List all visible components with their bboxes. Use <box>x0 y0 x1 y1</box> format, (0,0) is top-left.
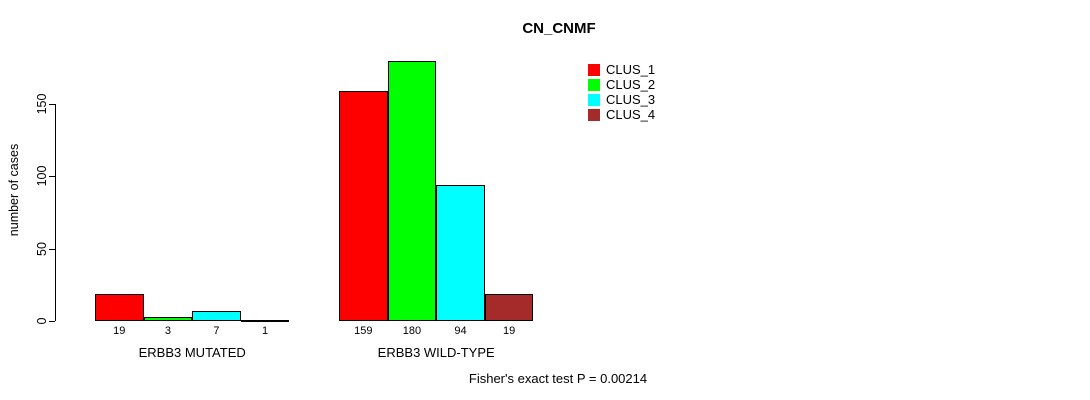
bar-value-label: 7 <box>213 325 220 337</box>
group-label-wildtype: ERBB3 WILD-TYPE <box>377 345 495 360</box>
chart-title: CN_CNMF <box>522 20 596 37</box>
y-tick-label: 50 <box>35 241 49 256</box>
bar-clus_4-mutated <box>240 319 290 322</box>
y-tick <box>49 321 55 322</box>
legend-swatch-icon <box>588 63 600 76</box>
legend-item-clus_3: CLUS_3 <box>588 92 655 107</box>
bar-clus_2-wildtype <box>387 60 437 321</box>
bar-value-label: 3 <box>164 325 171 337</box>
bar-clus_3-wildtype <box>436 185 485 321</box>
legend-label: CLUS_4 <box>606 107 656 122</box>
legend-item-clus_1: CLUS_1 <box>588 62 655 77</box>
y-tick-label: 150 <box>35 93 49 115</box>
bar-value-label: 180 <box>402 325 422 337</box>
footer-annotation: Fisher's exact test P = 0.00214 <box>468 371 648 386</box>
legend-swatch-icon <box>588 108 600 121</box>
legend-swatch-icon <box>588 93 600 106</box>
legend-item-clus_2: CLUS_2 <box>588 77 655 92</box>
legend-label: CLUS_2 <box>606 77 656 92</box>
legend-label: CLUS_3 <box>606 92 656 107</box>
group-label-mutated: ERBB3 MUTATED <box>138 345 246 360</box>
bar-value-label: 19 <box>502 325 516 337</box>
y-axis-line <box>55 104 56 321</box>
legend-item-clus_4: CLUS_4 <box>588 107 655 122</box>
bar-value-label: 1 <box>262 325 269 337</box>
bar-clus_1-mutated <box>95 293 144 321</box>
legend-swatch-icon <box>588 78 600 91</box>
bar-value-label: 94 <box>454 325 467 337</box>
y-tick <box>49 176 55 178</box>
bar-value-label: 159 <box>354 325 373 337</box>
bar-clus_4-wildtype <box>484 293 534 321</box>
y-tick <box>49 248 55 250</box>
legend: CLUS_1 CLUS_2 CLUS_3 CLUS_4 <box>588 62 655 122</box>
legend-label: CLUS_1 <box>606 62 656 77</box>
bar-value-label: 19 <box>113 325 126 337</box>
y-tick <box>49 104 55 105</box>
bar-clus_1-wildtype <box>339 90 388 321</box>
y-tick-label: 0 <box>35 317 49 325</box>
bar-clus_2-mutated <box>143 316 193 321</box>
y-tick-label: 100 <box>35 165 49 187</box>
y-axis-title: number of cases <box>7 143 21 237</box>
bar-clus_3-mutated <box>192 310 241 321</box>
